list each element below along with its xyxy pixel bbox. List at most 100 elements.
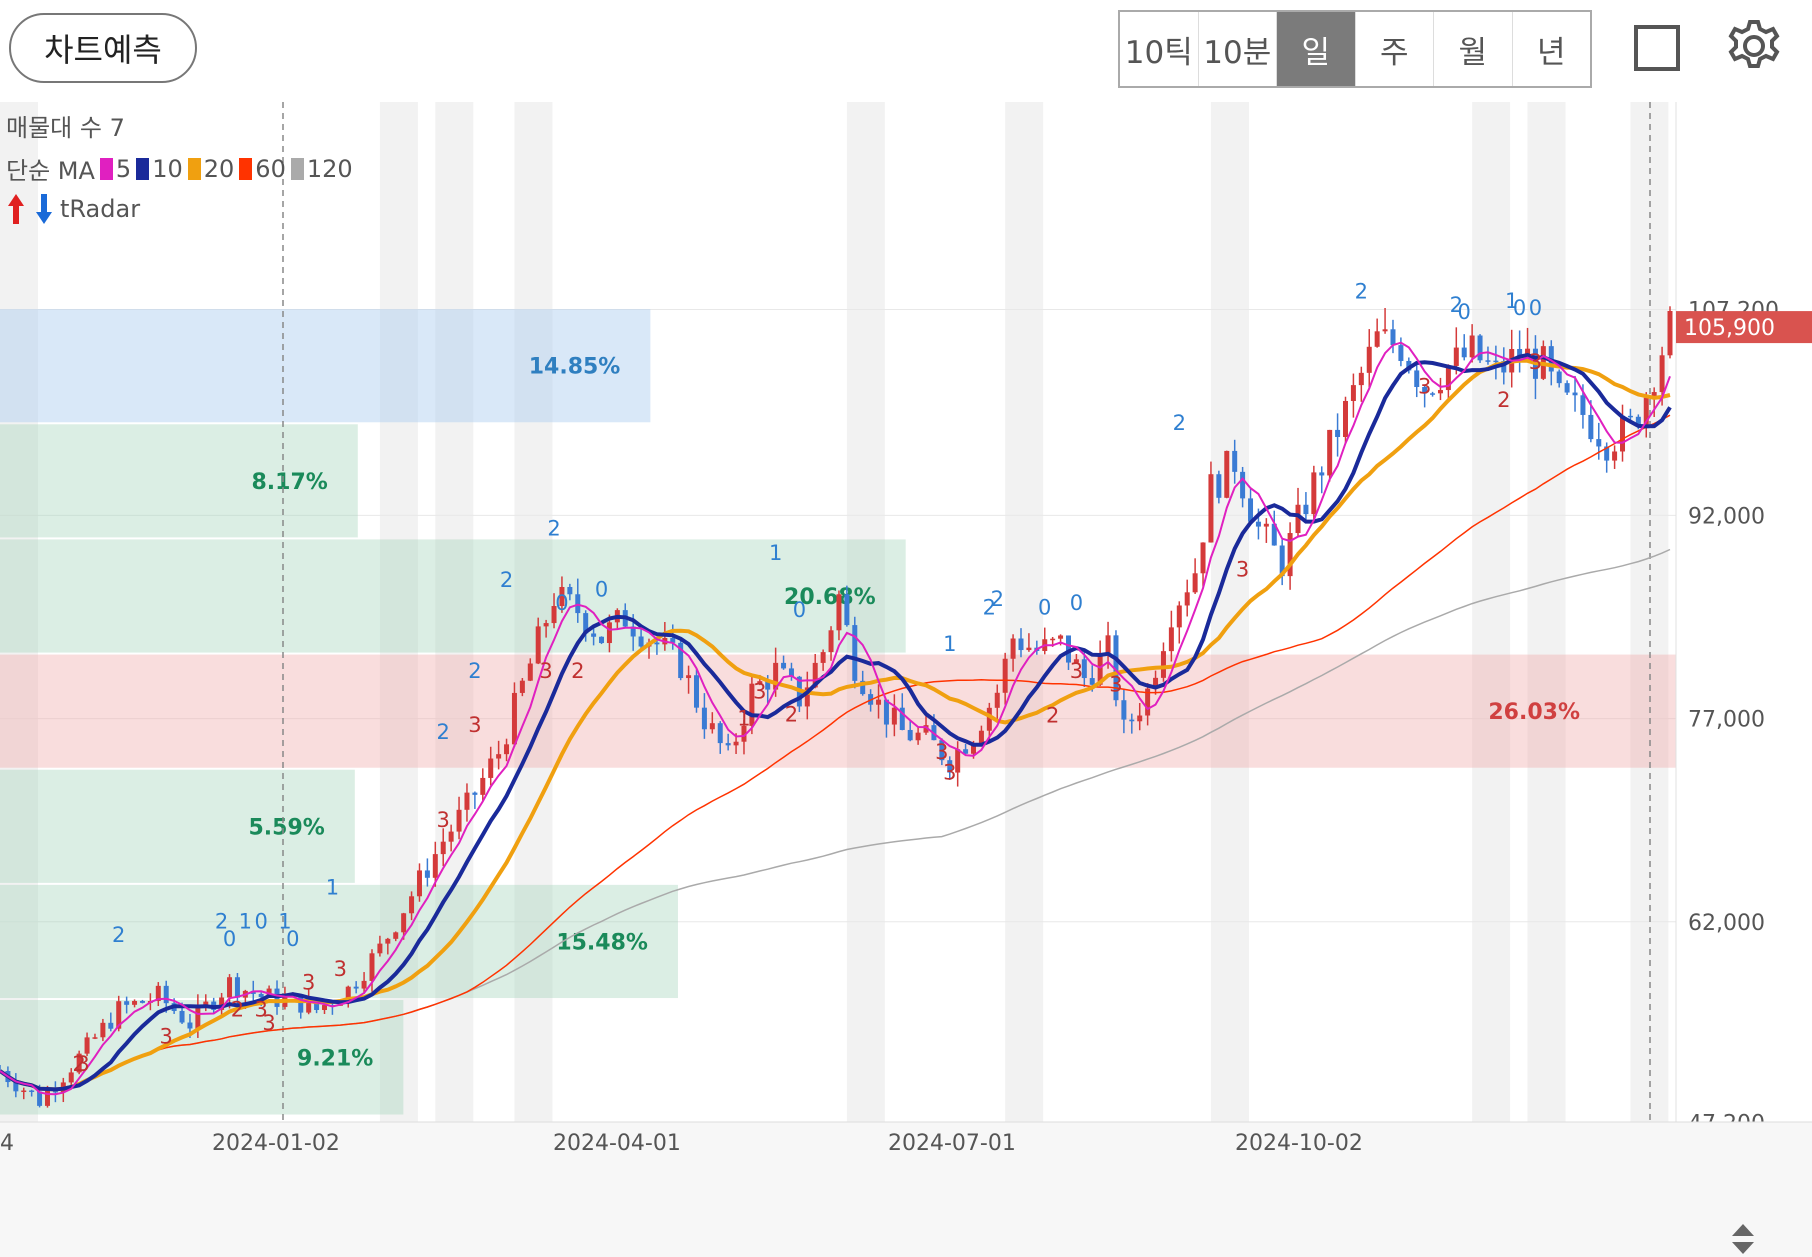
candle-body	[219, 997, 225, 1010]
candle-body	[1627, 415, 1633, 418]
ma-legend: 단순 MA 5 10 20 60 120	[6, 151, 353, 186]
signal-mark: 1	[943, 632, 956, 656]
period-10min[interactable]: 10분	[1199, 12, 1277, 86]
candle-body	[21, 1090, 27, 1093]
volume-profile-bar	[0, 769, 355, 883]
candle-body	[504, 744, 510, 755]
signal-mark: 2	[1355, 280, 1368, 304]
period-month[interactable]: 월	[1434, 12, 1513, 86]
candle-body	[1311, 472, 1317, 515]
scroll-arrows-icon[interactable]	[1728, 1222, 1758, 1256]
candle-body	[1469, 335, 1475, 358]
candle-body	[583, 613, 589, 634]
period-day[interactable]: 일	[1277, 12, 1356, 86]
signal-mark: 1	[737, 706, 750, 730]
candle-body	[519, 680, 525, 693]
candle-body	[440, 841, 446, 855]
candle-body	[1366, 346, 1372, 373]
stock-chart[interactable]: 14.85% 8.17% 20.68% 26.03% 5.59% 15.48% 9.21% 2…	[0, 102, 1812, 1257]
signal-mark: 3	[254, 998, 267, 1022]
signal-mark: 0	[1458, 300, 1471, 324]
signal-mark: 0	[1513, 296, 1526, 320]
candle-body	[1200, 542, 1206, 574]
candle-body	[1572, 392, 1578, 396]
x-tick-label: 4	[0, 1131, 14, 1156]
gray-session-band	[1527, 102, 1566, 1122]
period-10tick[interactable]: 10틱	[1120, 12, 1199, 86]
candle-body	[591, 633, 597, 637]
candle-body	[1248, 498, 1254, 522]
candle-body	[1073, 659, 1079, 663]
candle-body	[401, 913, 407, 933]
gear-icon[interactable]	[1726, 18, 1782, 74]
y-tick-label: 92,000	[1688, 504, 1765, 529]
period-week[interactable]: 주	[1356, 12, 1434, 86]
volume-profile-label: 15.48%	[556, 930, 648, 955]
candle-body	[203, 1001, 209, 1005]
candle-body	[654, 642, 660, 645]
period-selector: 10틱 10분 일 주 월 년	[1118, 10, 1592, 88]
signal-mark: 2	[571, 659, 584, 683]
period-year[interactable]: 년	[1536, 34, 1566, 71]
signal-mark: 3	[539, 659, 552, 683]
candle-body	[68, 1072, 74, 1083]
candle-body	[1058, 635, 1064, 639]
y-axis-panel	[1676, 102, 1812, 1122]
candle-body	[955, 749, 961, 773]
candle-body	[234, 977, 240, 998]
candle-body	[1216, 474, 1222, 498]
candle-body	[1097, 653, 1103, 685]
candle-body	[314, 998, 320, 1010]
candle-body	[551, 606, 557, 624]
candle-body	[876, 699, 882, 705]
square-icon[interactable]	[1634, 25, 1680, 71]
candle-body	[1121, 700, 1127, 720]
candle-body	[1422, 387, 1428, 394]
candle-body	[852, 625, 858, 681]
candle-body	[29, 1090, 35, 1093]
signal-mark: 2	[1450, 293, 1463, 317]
signal-mark: 0	[223, 927, 236, 951]
candle-body	[828, 630, 834, 653]
volume-profile-bar	[0, 539, 906, 653]
candle-body	[1081, 659, 1087, 679]
candle-body	[781, 662, 787, 669]
candle-body	[298, 994, 304, 1013]
candle-body	[1501, 361, 1507, 373]
signal-mark: 0	[1038, 595, 1051, 619]
candle-body	[749, 683, 755, 726]
candle-body	[1050, 638, 1056, 641]
candle-body	[448, 831, 454, 842]
candle-body	[915, 732, 921, 741]
candle-body	[1350, 385, 1356, 401]
candle-body	[717, 723, 723, 744]
candle-body	[678, 642, 684, 679]
candle-body	[195, 1004, 201, 1029]
candle-body	[1129, 719, 1135, 722]
candle-body	[1176, 605, 1182, 628]
candle-body	[464, 792, 470, 810]
candle-body	[1184, 592, 1190, 606]
candle-body	[638, 636, 644, 647]
candle-body	[139, 1000, 145, 1003]
gray-session-band	[1210, 102, 1249, 1122]
candle-body	[432, 854, 438, 878]
gray-session-band	[846, 102, 885, 1122]
signal-mark: 1	[769, 541, 782, 565]
candle-body	[424, 870, 430, 878]
volume-profile-label: 8.17%	[251, 470, 327, 495]
candle-body	[559, 586, 565, 607]
candle-body	[345, 986, 351, 1003]
candle-body	[899, 707, 905, 730]
candle-body	[693, 675, 699, 708]
chart-predict-button[interactable]: 차트예측	[9, 13, 197, 83]
signal-mark: 0	[1529, 296, 1542, 320]
candle-body	[1319, 472, 1325, 476]
candle-body	[353, 986, 359, 989]
candle-body	[1192, 573, 1198, 593]
signal-mark: 3	[468, 713, 481, 737]
volume-profile-bar	[0, 1000, 404, 1115]
radar-label: tRadar	[60, 195, 141, 223]
candle-body	[1564, 383, 1570, 393]
candle-body	[757, 681, 763, 684]
